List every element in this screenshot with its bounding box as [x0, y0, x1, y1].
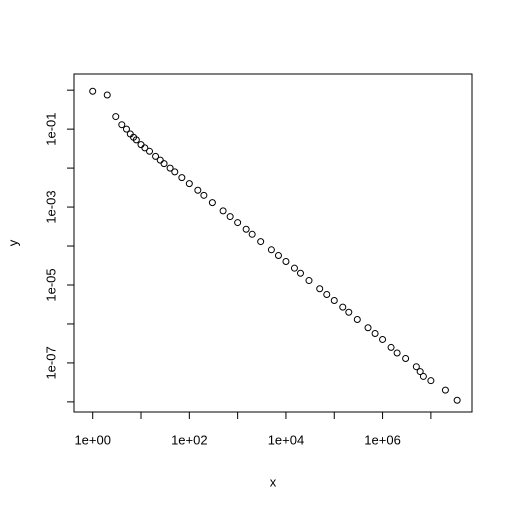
- point: [112, 113, 120, 121]
- point: [282, 258, 290, 266]
- y-tick-label: 1e-05: [43, 268, 58, 301]
- point: [339, 303, 347, 311]
- point: [156, 156, 164, 164]
- point: [267, 246, 275, 254]
- point: [379, 335, 387, 343]
- x-tick-label: 1e+00: [74, 432, 111, 447]
- point: [427, 377, 435, 385]
- point: [137, 141, 145, 149]
- point: [166, 164, 174, 172]
- y-axis-label: y: [5, 239, 20, 246]
- y-tick-label: 1e-07: [43, 346, 58, 379]
- point: [274, 252, 282, 260]
- point: [89, 87, 97, 95]
- point: [200, 191, 208, 199]
- point: [178, 174, 186, 182]
- point: [393, 349, 401, 357]
- point: [402, 354, 410, 362]
- point: [248, 230, 256, 238]
- point: [122, 125, 130, 133]
- point: [226, 213, 234, 221]
- point: [118, 121, 126, 129]
- point: [441, 386, 449, 394]
- point: [316, 285, 324, 293]
- point: [103, 91, 111, 99]
- x-axis-label: x: [270, 474, 277, 489]
- point: [290, 264, 298, 272]
- point: [345, 308, 353, 316]
- point: [387, 343, 395, 351]
- point: [364, 324, 372, 332]
- point: [353, 316, 361, 324]
- x-tick-label: 1e+04: [268, 432, 305, 447]
- point: [160, 160, 168, 168]
- point: [132, 136, 140, 144]
- point: [371, 329, 379, 337]
- point: [323, 291, 331, 299]
- point: [141, 144, 149, 152]
- y-tick-label: 1e-01: [43, 113, 58, 146]
- x-tick-label: 1e+02: [171, 432, 208, 447]
- point: [242, 225, 250, 233]
- point: [194, 186, 202, 194]
- point: [453, 396, 461, 404]
- point: [185, 180, 193, 188]
- point: [234, 219, 242, 227]
- plot-box: [73, 73, 473, 413]
- point: [257, 238, 265, 246]
- point: [330, 296, 338, 304]
- point: [296, 269, 304, 277]
- point: [305, 277, 313, 285]
- point: [208, 199, 216, 207]
- y-tick-label: 1e-03: [43, 190, 58, 223]
- point: [171, 168, 179, 176]
- point: [146, 147, 154, 155]
- point: [152, 152, 160, 160]
- point: [416, 368, 424, 376]
- point: [419, 372, 427, 380]
- point: [412, 363, 420, 371]
- x-tick-label: 1e+06: [364, 432, 401, 447]
- point: [219, 207, 227, 215]
